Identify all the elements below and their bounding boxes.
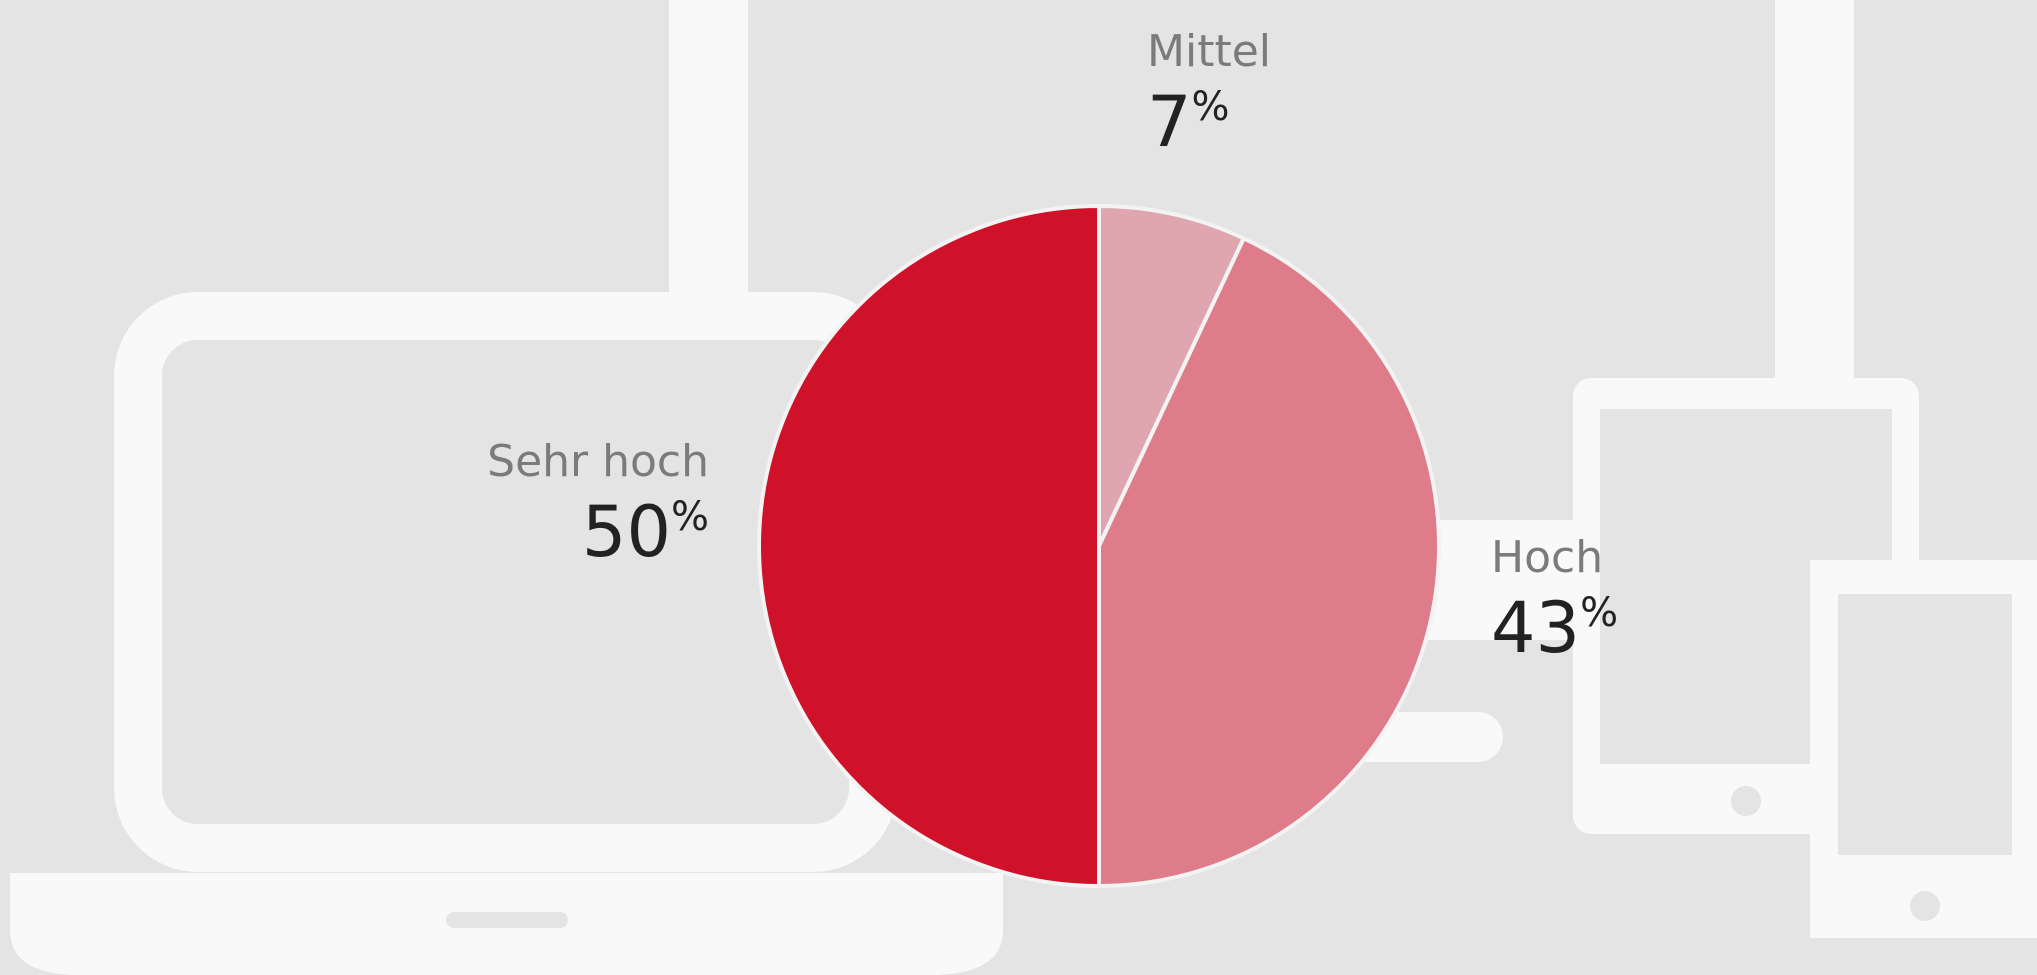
slice-label: Hoch bbox=[1491, 532, 1603, 583]
phone-screen bbox=[1838, 594, 2012, 855]
pie bbox=[759, 206, 1439, 886]
monitor-stand bbox=[669, 0, 748, 330]
laptop-notch bbox=[446, 912, 568, 928]
value-number: 43 bbox=[1491, 587, 1580, 669]
phone-button bbox=[1910, 891, 1940, 921]
slice-label: Mittel bbox=[1147, 26, 1271, 77]
value-unit: % bbox=[671, 494, 709, 540]
value-number: 7 bbox=[1147, 81, 1192, 163]
value-unit: % bbox=[1192, 84, 1230, 130]
value-unit: % bbox=[1580, 590, 1618, 636]
page: {"chart_data": {"type": "pie", "categori… bbox=[0, 0, 2037, 975]
slice-value: 50% bbox=[582, 491, 709, 573]
slice-value: 7% bbox=[1147, 81, 1230, 163]
tablet-stand bbox=[1775, 0, 1854, 390]
chart: Mittel7% Hoch43% Sehr hoch50% bbox=[0, 0, 2037, 975]
value-number: 50 bbox=[582, 491, 671, 573]
slice-label: Sehr hoch bbox=[487, 436, 709, 487]
tablet-button bbox=[1731, 786, 1761, 816]
